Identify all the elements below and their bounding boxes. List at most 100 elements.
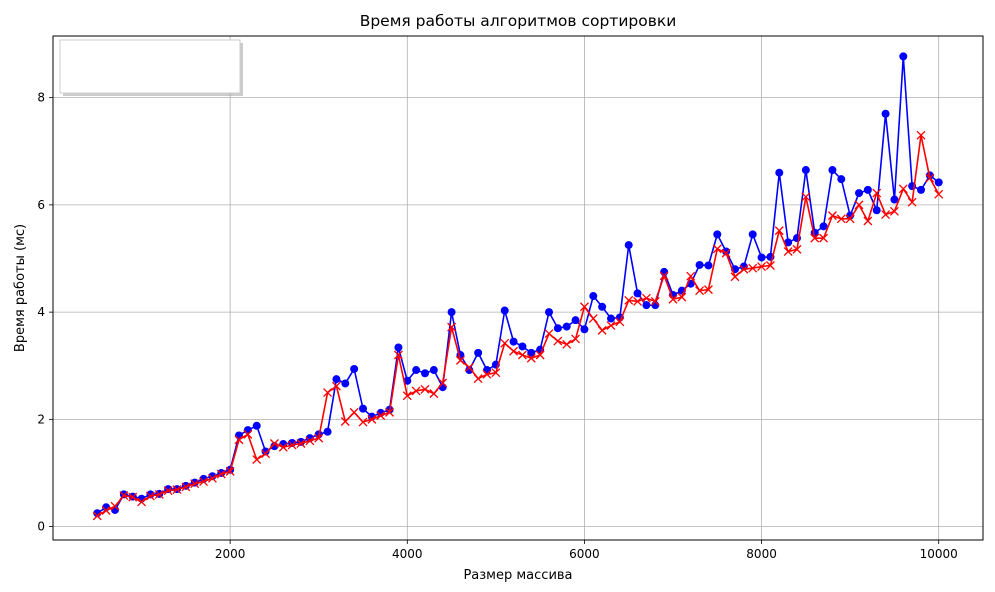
series-2-point [695,286,705,296]
x-axis-label: Размер массива [463,568,572,583]
series-2-point [748,263,758,273]
series-2-point [234,435,244,445]
series-2-point [305,436,315,446]
series-1-point [642,301,651,310]
series-2-point [606,321,616,330]
series-2-point [544,329,554,339]
series-1-point [518,342,527,351]
series-2-point [190,479,200,489]
series-2-point [199,477,209,487]
series-2-point [934,189,944,199]
series-2-point [517,350,527,360]
series-2-point [500,338,510,348]
series-1-point [713,230,722,239]
series-2-point [491,368,501,378]
plot-frame [52,35,984,541]
series-1-point [465,366,474,375]
series-1-point [801,166,810,175]
series-1-point [695,260,704,269]
series-1-point [784,238,793,247]
series-1-point [332,375,341,384]
series-1-point [580,325,589,334]
series-2-point [703,285,713,295]
series-1-point [545,308,553,317]
x-tick-label: 6000 [569,547,600,561]
series-2-point [845,214,855,224]
series-2-point [765,261,775,270]
series-2-point [455,355,465,365]
series-1-point [394,343,403,352]
series-2-point [863,216,873,226]
series-1-point [429,366,438,375]
series-2-point [252,455,262,465]
series-2-point [314,433,324,443]
series-1-point [660,267,669,276]
y-tick-label: 0 [37,520,45,534]
series-2-point [650,296,660,306]
series-2-point [898,184,908,194]
series-2-point [801,192,811,202]
series-2-point [269,439,279,448]
series-1-point [412,366,421,375]
series-2-point [597,325,607,335]
series-2-point [641,293,651,303]
series-2-point [712,244,722,254]
series-2-point [429,389,439,399]
series-2-point [562,339,572,349]
series-1-point [881,109,890,118]
series-2-point [137,497,147,507]
series-1-point [119,490,128,499]
series-2-point [677,292,687,302]
series-2-point [482,369,492,379]
series-2-point [376,411,386,421]
series-1-point [748,230,757,239]
series-1-point [722,247,731,256]
series-2-point [757,262,767,272]
series-2-point [615,317,625,327]
series-1-point [899,52,908,61]
series-1-point [509,337,518,346]
series-2-point [261,449,271,459]
series-1-point [837,175,846,184]
x-tick-label: 2000 [215,547,246,561]
series-2-point [836,214,846,224]
series-2-point [810,233,820,243]
series-2-point [535,350,545,360]
series-1-point [359,404,367,413]
y-tick-label: 2 [37,412,45,426]
series-2-point [323,388,333,398]
series-2-point [181,482,191,492]
grid-lines [53,36,983,540]
series-1-point [633,289,642,298]
series-2-point [420,384,430,394]
series-2-point [367,414,377,424]
series-2-point [349,407,359,417]
series-2-point [686,271,696,281]
series-2-point [447,322,457,332]
series-2-point [827,211,837,221]
series-2-point [889,206,899,216]
series-1-point [571,316,580,325]
series-1-point [934,178,943,187]
series-2-point [464,362,474,372]
series-2-point [163,486,173,496]
series-1-point [483,366,491,375]
series-1-point [562,322,571,331]
series-2-point [872,188,882,198]
series-2-point [172,485,182,495]
series-1-point [403,376,412,385]
series-2-point [393,350,403,360]
series-2-point [588,314,598,324]
series-1-point [474,348,483,357]
series-2-line [96,134,940,517]
series-2-point [633,296,643,306]
series-2-point [509,346,519,356]
series-2-point [553,336,563,346]
series-2-point [331,381,341,391]
series-2-point [819,233,829,243]
series-2-point [128,492,138,502]
series-2-point [101,506,111,515]
series-2-point [225,466,235,476]
series-2-point [526,353,536,363]
series-1-point [421,369,429,378]
